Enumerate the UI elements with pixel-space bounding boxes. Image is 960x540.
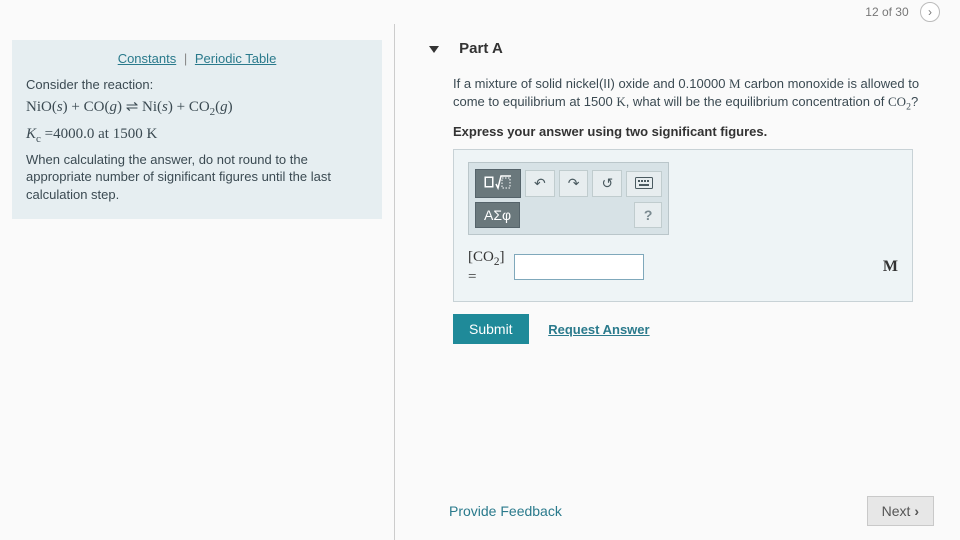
kc-value: Kc =4000.0 at 1500 K xyxy=(26,124,368,147)
link-separator: | xyxy=(184,51,187,66)
answer-instruction: Express your answer using two significan… xyxy=(453,124,934,139)
keyboard-icon xyxy=(635,177,653,189)
intro-text: Consider the reaction: xyxy=(26,76,368,94)
answer-unit: M xyxy=(883,258,898,276)
left-panel: Constants | Periodic Table Consider the … xyxy=(0,24,395,540)
part-label: Part A xyxy=(459,40,503,57)
reference-links: Constants | Periodic Table xyxy=(26,50,368,68)
part-header[interactable]: Part A xyxy=(429,40,934,57)
next-label: Next xyxy=(882,503,911,519)
reset-button[interactable]: ↺ xyxy=(592,170,622,197)
next-question-icon[interactable]: › xyxy=(920,2,940,22)
equals-sign: = xyxy=(468,269,476,285)
calc-note: When calculating the answer, do not roun… xyxy=(26,151,368,204)
submit-row: Submit Request Answer xyxy=(453,314,934,344)
chevron-right-icon: › xyxy=(914,503,919,519)
collapse-caret-icon xyxy=(429,46,439,53)
problem-box: Constants | Periodic Table Consider the … xyxy=(12,40,382,219)
request-answer-link[interactable]: Request Answer xyxy=(548,322,649,337)
top-bar: 12 of 30 › xyxy=(0,0,960,24)
footer: Provide Feedback Next › xyxy=(449,496,934,526)
next-button[interactable]: Next › xyxy=(867,496,934,526)
help-button[interactable]: ? xyxy=(634,202,662,228)
reaction-equation: NiO(s) + CO(g) ⇌ Ni(s) + CO2(g) xyxy=(26,97,368,120)
answer-lhs: [CO2] = xyxy=(468,249,504,285)
page: 12 of 30 › Constants | Periodic Table Co… xyxy=(0,0,960,540)
submit-button[interactable]: Submit xyxy=(453,314,529,344)
keyboard-button[interactable] xyxy=(626,171,662,197)
undo-button[interactable]: ↶ xyxy=(525,170,555,197)
redo-button[interactable]: ↷ xyxy=(559,170,589,197)
answer-input[interactable] xyxy=(514,254,644,280)
greek-button[interactable]: ΑΣφ xyxy=(475,202,520,228)
question-text: If a mixture of solid nickel(II) oxide a… xyxy=(453,75,934,114)
provide-feedback-link[interactable]: Provide Feedback xyxy=(449,503,562,519)
right-panel: Part A If a mixture of solid nickel(II) … xyxy=(395,24,960,540)
periodic-table-link[interactable]: Periodic Table xyxy=(195,51,276,66)
answer-variable: [CO2] xyxy=(468,249,504,265)
question-counter: 12 of 30 xyxy=(865,5,908,19)
sqrt-template-icon xyxy=(484,174,512,190)
answer-area: ↶ ↷ ↺ ΑΣφ xyxy=(453,149,913,302)
answer-input-row: [CO2] = M xyxy=(468,249,898,285)
template-button[interactable] xyxy=(475,169,521,198)
constants-link[interactable]: Constants xyxy=(118,51,177,66)
math-toolbar: ↶ ↷ ↺ ΑΣφ xyxy=(468,162,669,235)
